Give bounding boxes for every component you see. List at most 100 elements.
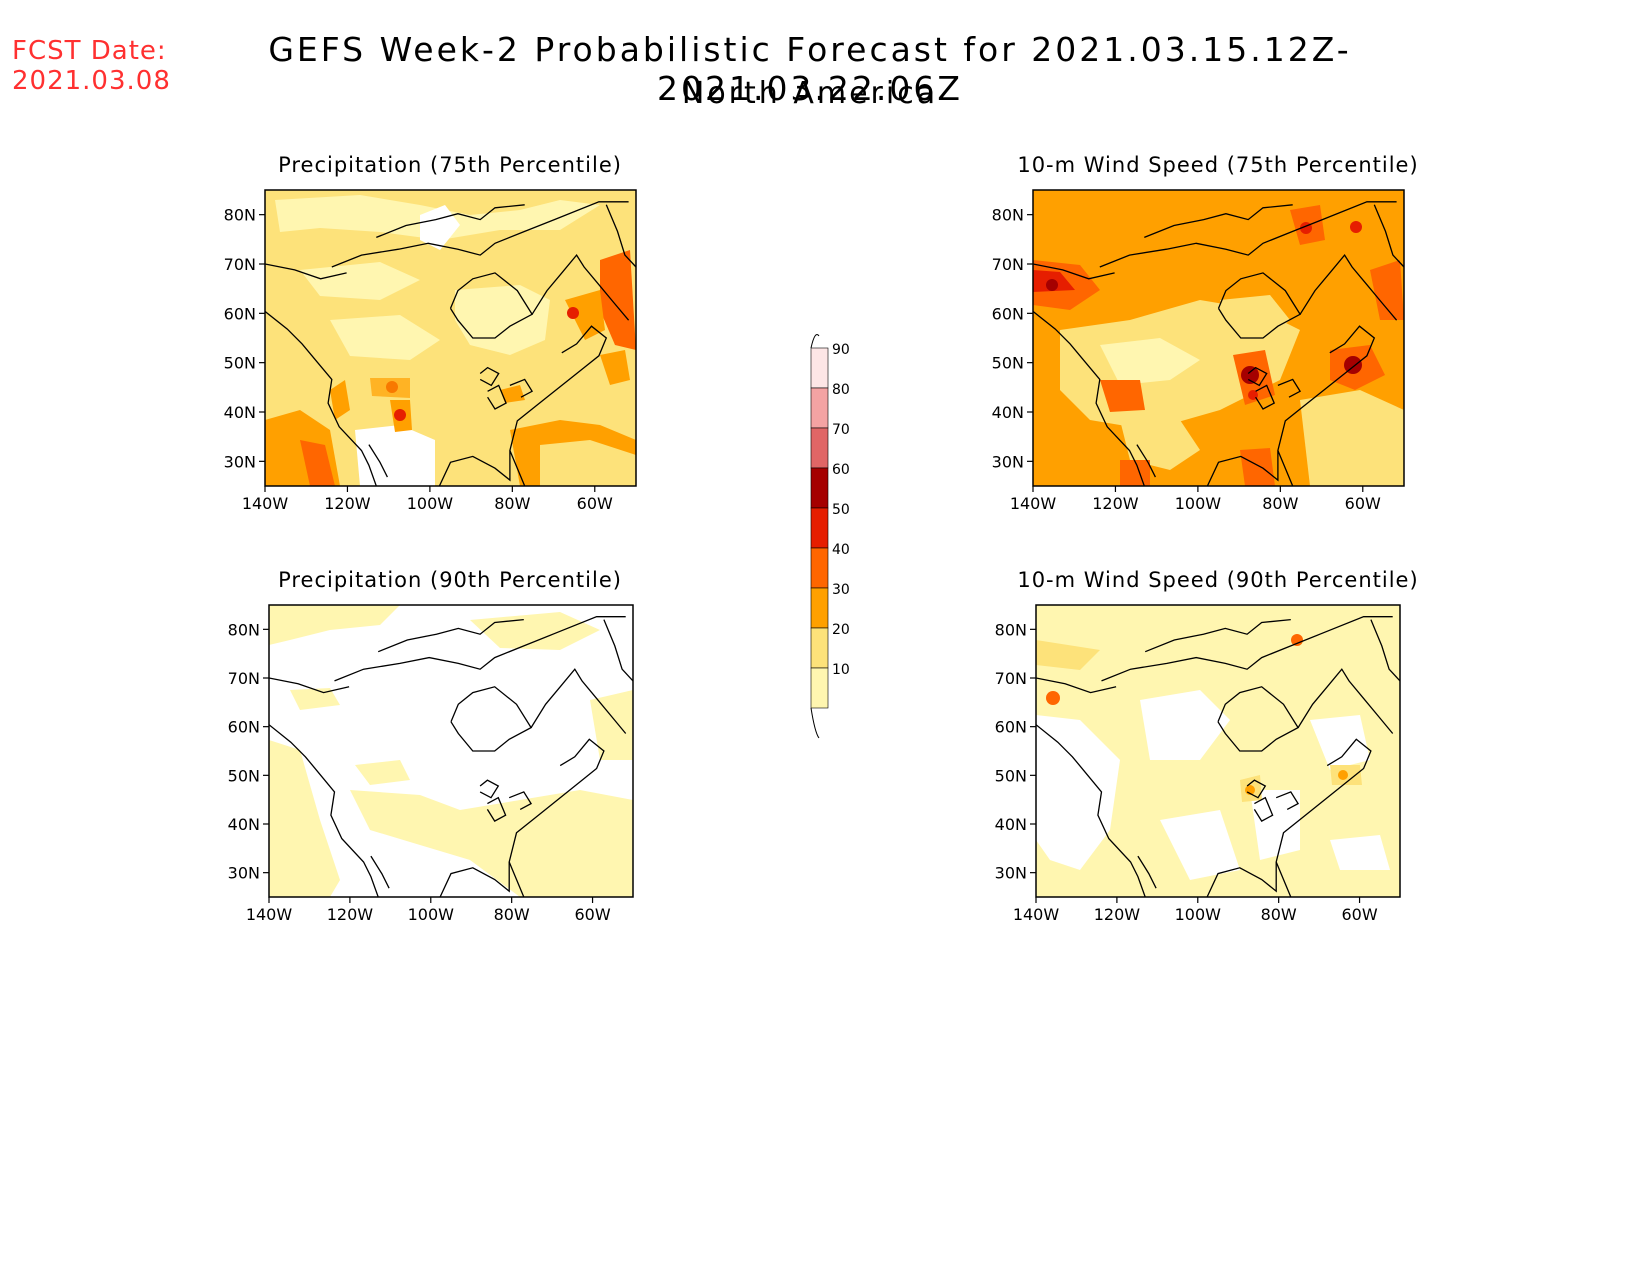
y-tick-label: 80N bbox=[228, 620, 260, 639]
x-tick-label: 120W bbox=[1094, 905, 1141, 924]
y-tick-label: 50N bbox=[224, 354, 256, 373]
x-tick-label: 120W bbox=[327, 905, 374, 924]
coastline bbox=[508, 791, 533, 810]
coastline bbox=[370, 855, 390, 889]
coastlines bbox=[265, 201, 636, 486]
colorbar-segment bbox=[810, 507, 829, 549]
y-tick-label: 80N bbox=[224, 206, 256, 225]
coastlines bbox=[269, 616, 633, 897]
x-tick-label: 100W bbox=[1175, 494, 1222, 513]
y-tick-label: 70N bbox=[224, 255, 256, 274]
coastline bbox=[509, 378, 534, 398]
y-tick-label: 70N bbox=[992, 255, 1024, 274]
shading-wind-90 bbox=[1036, 605, 1400, 897]
coastline bbox=[265, 310, 377, 486]
forecast-date-block: FCST Date: 2021.03.08 bbox=[12, 36, 171, 96]
coastline bbox=[269, 724, 379, 897]
map-border bbox=[1035, 604, 1401, 898]
panel-wind-75: 10-m Wind Speed (75th Percentile) bbox=[1017, 153, 1418, 486]
colorbar-label: 50 bbox=[832, 502, 850, 518]
page-title: GEFS Week-2 Probabilistic Forecast for 2… bbox=[268, 30, 1352, 108]
colorbar-segment bbox=[810, 427, 829, 469]
colorbar-label: 30 bbox=[832, 582, 850, 598]
map-border bbox=[268, 604, 634, 898]
panel-title-precip-90: Precipitation (90th Percentile) bbox=[278, 568, 622, 592]
coastline bbox=[605, 204, 636, 268]
colorbar-segment bbox=[810, 627, 829, 669]
coastline bbox=[368, 444, 388, 478]
y-tick-label: 30N bbox=[995, 864, 1027, 883]
x-tick-label: 60W bbox=[1345, 494, 1381, 513]
colorbar: 90 80 70 60 50 40 30 20 10 bbox=[810, 334, 850, 739]
y-tick-label: 60N bbox=[228, 718, 260, 737]
x-tick-label: 140W bbox=[1010, 494, 1057, 513]
x-tick-label: 80W bbox=[494, 905, 530, 924]
shading-precip-90 bbox=[269, 605, 633, 897]
coastline bbox=[1275, 791, 1300, 810]
x-tick-label: 120W bbox=[324, 494, 371, 513]
y-tick-label: 80N bbox=[992, 206, 1024, 225]
panel-precip-90: Precipitation (90th Percentile) bbox=[269, 568, 633, 897]
panel-title-wind-90: 10-m Wind Speed (90th Percentile) bbox=[1017, 568, 1418, 592]
y-tick-label: 40N bbox=[224, 403, 256, 422]
panel-precip-75: Precipitation (75th Percentile) bbox=[265, 153, 636, 486]
coastline bbox=[509, 450, 526, 486]
map-frame-1: 80N 70N 60N 50N 40N 30N 140W 120W 100W 80W 60W bbox=[992, 189, 1405, 513]
coastline bbox=[1206, 738, 1372, 897]
forecast-date-label: FCST Date: bbox=[12, 36, 167, 66]
coastlines bbox=[1036, 616, 1400, 897]
colorbar-segment bbox=[810, 387, 829, 429]
coastline bbox=[1275, 861, 1292, 897]
coastline bbox=[508, 861, 525, 897]
coastline bbox=[439, 738, 605, 897]
coastline bbox=[1246, 779, 1267, 799]
colorbar-segment bbox=[810, 667, 829, 709]
panel-title-wind-75: 10-m Wind Speed (75th Percentile) bbox=[1017, 153, 1418, 177]
coastline bbox=[479, 779, 500, 799]
shading-wind-75 bbox=[1033, 190, 1404, 486]
x-tick-label: 60W bbox=[1341, 905, 1377, 924]
colorbar-top-cap bbox=[810, 334, 820, 349]
map-border bbox=[264, 189, 637, 487]
coastline bbox=[530, 668, 627, 734]
coastline bbox=[1253, 796, 1274, 822]
coastline bbox=[1099, 201, 1397, 268]
coastline bbox=[1247, 366, 1268, 387]
y-tick-label: 50N bbox=[995, 766, 1027, 785]
y-tick-label: 70N bbox=[228, 669, 260, 688]
x-tick-label: 140W bbox=[246, 905, 293, 924]
coastline bbox=[1373, 204, 1404, 268]
colorbar-label: 40 bbox=[832, 542, 850, 558]
colorbar-segment bbox=[810, 587, 829, 629]
coastlines bbox=[1033, 201, 1404, 486]
coastline bbox=[1033, 263, 1115, 280]
x-tick-label: 100W bbox=[407, 494, 454, 513]
coastline bbox=[1137, 855, 1157, 889]
coastline bbox=[486, 796, 507, 822]
colorbar-label: 70 bbox=[832, 422, 850, 438]
x-tick-label: 60W bbox=[574, 905, 610, 924]
map-frame-2: 80N 70N 60N 50N 40N 30N 140W 120W 100W 80W 60W bbox=[228, 604, 634, 924]
coastline bbox=[531, 253, 630, 321]
x-tick-label: 140W bbox=[242, 494, 289, 513]
coastline bbox=[331, 201, 629, 268]
coastline bbox=[265, 263, 347, 280]
coastline bbox=[1370, 619, 1400, 682]
coastline bbox=[1299, 253, 1398, 321]
y-tick-label: 60N bbox=[224, 304, 256, 323]
coastline bbox=[376, 204, 525, 239]
y-tick-label: 80N bbox=[995, 620, 1027, 639]
x-tick-label: 140W bbox=[1013, 905, 1060, 924]
colorbar-label: 90 bbox=[832, 342, 850, 358]
colorbar-label: 20 bbox=[832, 622, 850, 638]
region-subtitle: North America bbox=[681, 76, 939, 111]
coastline bbox=[1277, 450, 1294, 486]
colorbar-segment bbox=[810, 467, 829, 509]
x-tick-label: 60W bbox=[577, 494, 613, 513]
y-tick-label: 60N bbox=[992, 304, 1024, 323]
y-tick-label: 30N bbox=[228, 864, 260, 883]
colorbar-label: 80 bbox=[832, 382, 850, 398]
y-tick-label: 70N bbox=[995, 669, 1027, 688]
x-tick-label: 100W bbox=[1175, 905, 1222, 924]
